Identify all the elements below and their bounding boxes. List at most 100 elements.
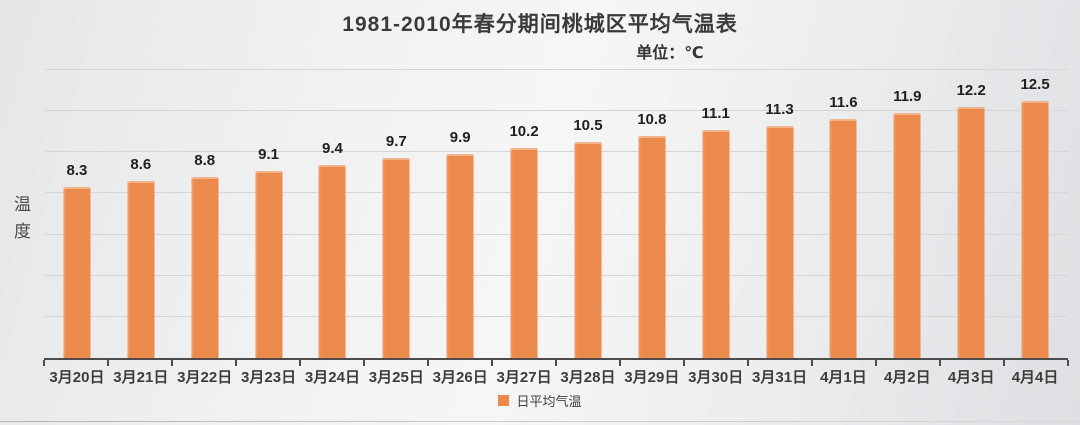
- chart-title: 1981-2010年春分期间桃城区平均气温表: [342, 13, 738, 36]
- data-label: 11.3: [765, 100, 794, 118]
- data-label: 9.7: [385, 133, 407, 151]
- x-axis-label: 3月21日: [113, 369, 169, 386]
- bar-3月30日: [702, 129, 730, 358]
- gridline: [45, 110, 1067, 112]
- bar-slot: 12.5: [1003, 70, 1067, 358]
- bar-slot: 11.9: [875, 70, 939, 358]
- axis-tick: [299, 360, 301, 366]
- x-axis-label: 3月31日: [752, 369, 808, 386]
- data-label: 8.6: [130, 156, 152, 174]
- bar-3月20日: [63, 187, 91, 358]
- bar-slot: 9.4: [301, 70, 365, 358]
- gridlines: [45, 69, 1067, 358]
- axis-tick: [619, 360, 621, 366]
- x-axis-label: 3月29日: [624, 369, 680, 386]
- axis-tick: [43, 360, 45, 366]
- legend-label: 日平均气温: [516, 394, 582, 409]
- x-axis-label: 4月2日: [883, 369, 931, 386]
- x-axis-label: 4月1日: [820, 369, 867, 386]
- axis-tick: [683, 360, 685, 366]
- gridline: [45, 315, 1067, 317]
- x-axis-label: 3月22日: [177, 369, 233, 386]
- gridline: [45, 69, 1067, 70]
- data-label: 11.1: [701, 104, 730, 122]
- gridline: [45, 233, 1067, 235]
- bar-slot: 10.5: [556, 70, 620, 358]
- data-label: 11.6: [829, 94, 858, 112]
- bar-3月23日: [255, 170, 283, 358]
- bar-slot: 9.7: [364, 70, 428, 358]
- bar-4月3日: [957, 107, 985, 358]
- axis-tick: [747, 360, 749, 366]
- data-label: 8.8: [194, 151, 216, 169]
- x-axis-label: 3月30日: [688, 369, 744, 386]
- bar-slot: 8.3: [45, 70, 109, 358]
- gridline: [45, 192, 1067, 194]
- x-axis-labels: 3月20日 3月21日 3月22日 3月23日 3月24日 3月25日 3月26日 3月27日…: [45, 366, 1067, 387]
- data-label: 12.2: [956, 82, 986, 100]
- bar-3月31日: [766, 125, 794, 358]
- bar-slot: 9.1: [237, 70, 301, 358]
- x-axis-label: 3月26日: [432, 369, 488, 386]
- axis-tick: [1067, 360, 1069, 366]
- bar-slot: 12.2: [939, 70, 1003, 358]
- x-axis-label: 3月25日: [368, 369, 424, 386]
- axis-tick: [107, 360, 109, 366]
- bar-slot: 11.1: [684, 70, 748, 358]
- axis-tick: [875, 360, 877, 366]
- x-axis-label: 3月24日: [304, 369, 360, 386]
- slide-bottom-edge: [0, 421, 1080, 422]
- bar-3月25日: [382, 158, 410, 358]
- gridline: [45, 274, 1067, 276]
- axis-tick: [427, 360, 429, 366]
- bar-3月27日: [510, 148, 538, 358]
- bar-slot: 8.8: [173, 70, 237, 358]
- bar-series: 8.3 8.6 8.8 9.1 9.4 9.7 9.9 10.2 10.5 10.8 11.1 11.…: [45, 70, 1067, 358]
- bar-4月1日: [829, 119, 857, 358]
- bar-slot: 10.8: [620, 70, 684, 358]
- legend-marker-icon: [498, 395, 510, 406]
- bar-3月21日: [127, 181, 155, 358]
- bar-3月22日: [191, 176, 219, 358]
- bar-3月29日: [638, 135, 666, 358]
- axis-tick: [235, 360, 237, 366]
- bar-slot: 9.9: [428, 70, 492, 358]
- gridline: [45, 151, 1067, 153]
- data-label: 9.9: [449, 129, 471, 147]
- bar-slot: 8.6: [109, 70, 173, 358]
- x-axis-label: 3月27日: [496, 369, 552, 386]
- x-axis-label: 4月4日: [1011, 369, 1059, 386]
- x-axis-label: 3月20日: [49, 369, 105, 386]
- bar-3月24日: [318, 164, 346, 358]
- data-label: 12.5: [1020, 75, 1050, 93]
- x-axis-line: [43, 358, 1069, 366]
- plot-area: 8.3 8.6 8.8 9.1 9.4 9.7 9.9 10.2 10.5 10.8 11.1 11.…: [45, 69, 1067, 358]
- x-axis-label: 3月23日: [241, 369, 297, 386]
- bar-slot: 11.3: [748, 70, 812, 358]
- axis-tick: [939, 360, 941, 366]
- bar-3月26日: [446, 154, 474, 358]
- x-axis-label: 3月28日: [560, 369, 616, 386]
- y-axis-title: 温度: [14, 195, 31, 242]
- unit-label: 单位：℃: [636, 45, 704, 62]
- axis-tick: [491, 360, 493, 366]
- bar-4月2日: [893, 113, 921, 358]
- x-axis-label: 4月3日: [947, 369, 995, 386]
- data-label: 9.1: [258, 145, 279, 163]
- bar-slot: 10.2: [492, 70, 556, 358]
- axis-tick: [171, 360, 173, 366]
- bar-slot: 11.6: [812, 70, 876, 358]
- axis-tick: [363, 360, 365, 366]
- axis-tick: [555, 360, 557, 366]
- data-label: 9.4: [322, 139, 343, 157]
- data-label: 8.3: [66, 162, 88, 180]
- bar-4月4日: [1021, 100, 1049, 358]
- data-label: 10.5: [573, 117, 603, 134]
- data-label: 10.8: [637, 110, 667, 128]
- bar-3月28日: [574, 142, 602, 358]
- axis-tick: [811, 360, 813, 366]
- data-label: 11.9: [893, 88, 922, 106]
- axis-tick: [1003, 360, 1005, 366]
- legend: 日平均气温: [0, 391, 1080, 410]
